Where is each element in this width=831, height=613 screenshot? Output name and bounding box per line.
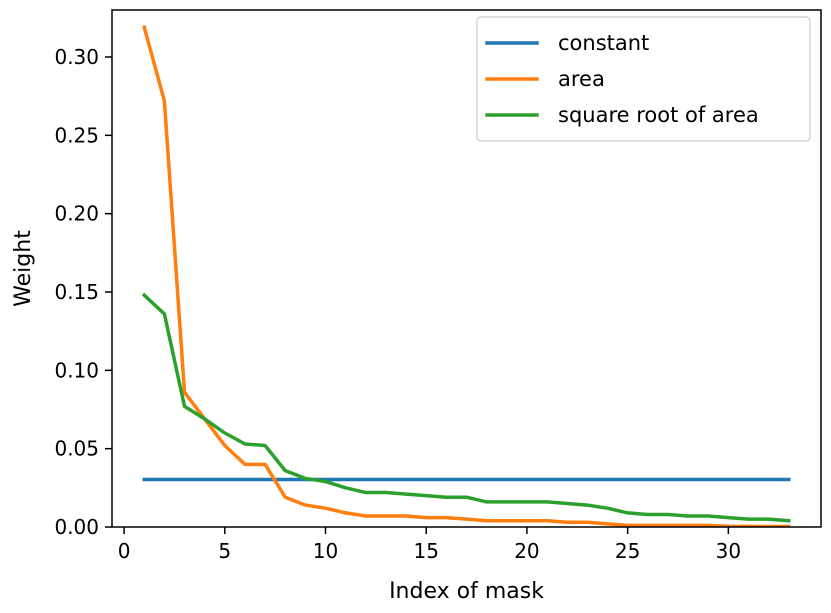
x-tick-label: 10 bbox=[313, 539, 338, 563]
x-tick-label: 30 bbox=[716, 539, 741, 563]
x-tick-label: 20 bbox=[514, 539, 539, 563]
y-tick-label: 0.30 bbox=[54, 45, 99, 69]
y-tick-label: 0.05 bbox=[54, 437, 99, 461]
x-tick-label: 5 bbox=[218, 539, 231, 563]
y-tick-label: 0.10 bbox=[54, 358, 99, 382]
legend-label: square root of area bbox=[558, 103, 759, 127]
legend-label: constant bbox=[558, 31, 649, 55]
y-axis-title: Weight bbox=[11, 230, 36, 307]
y-tick-label: 0.15 bbox=[54, 280, 99, 304]
plot-frame bbox=[111, 9, 822, 528]
axes: 0 5 10 15 20 25 30 0.00 0.05 0.10 0.15 0.20 0.25 0.30… bbox=[11, 9, 822, 604]
legend-box bbox=[476, 16, 811, 142]
x-tick-label: 0 bbox=[118, 539, 131, 563]
y-tick-label: 0.20 bbox=[54, 202, 99, 226]
legend: constant area square root of area bbox=[476, 16, 811, 142]
series-line-2 bbox=[142, 25, 791, 527]
y-tick-label: 0.00 bbox=[54, 515, 99, 539]
x-tick-label: 15 bbox=[413, 539, 438, 563]
plot-area bbox=[141, 25, 791, 527]
legend-label: area bbox=[558, 67, 605, 91]
x-tick-label: 25 bbox=[615, 539, 640, 563]
x-axis-title: Index of mask bbox=[389, 579, 544, 604]
y-tick-label: 0.25 bbox=[54, 123, 99, 147]
series-line-3 bbox=[141, 292, 791, 523]
